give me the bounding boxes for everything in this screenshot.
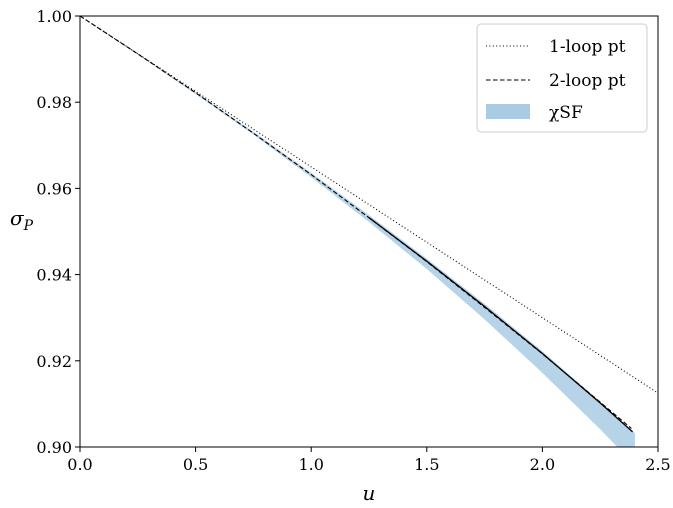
x-tick-label: 0.0 [67,455,92,474]
y-tick-label: 0.92 [36,352,72,371]
series-layer [80,16,658,447]
legend: 1-loop pt 2-loop pt χSF [476,23,648,133]
y-axis-ticks: 0.90 0.92 0.94 0.96 0.98 1.00 [36,7,80,457]
y-tick-label: 0.98 [36,93,72,112]
y-tick-label: 1.00 [36,7,72,26]
chisf-band [80,16,635,447]
y-axis-label-sub: P [23,218,34,234]
y-axis-label: σP [10,206,34,234]
plot-frame [79,15,659,448]
legend-label-1: 1-loop pt [549,37,626,57]
x-tick-label: 1.5 [414,455,439,474]
legend-label-2: 2-loop pt [549,71,626,91]
x-axis-ticks: 0.0 0.5 1.0 1.5 2.0 2.5 [67,447,671,474]
x-tick-label: 1.0 [298,455,323,474]
y-tick-label: 0.96 [36,179,72,198]
legend-swatch-chisf [486,104,530,119]
y-tick-label: 0.94 [36,266,72,285]
y-axis-label-main: σ [10,206,25,230]
x-axis-label: u [363,481,376,505]
series-line-2 [80,16,632,429]
x-tick-label: 2.0 [530,455,555,474]
y-tick-label: 0.90 [36,438,72,457]
series-line-1 [80,16,658,394]
legend-label-3: χSF [549,103,583,123]
x-tick-label: 2.5 [645,455,670,474]
x-tick-label: 0.5 [183,455,208,474]
